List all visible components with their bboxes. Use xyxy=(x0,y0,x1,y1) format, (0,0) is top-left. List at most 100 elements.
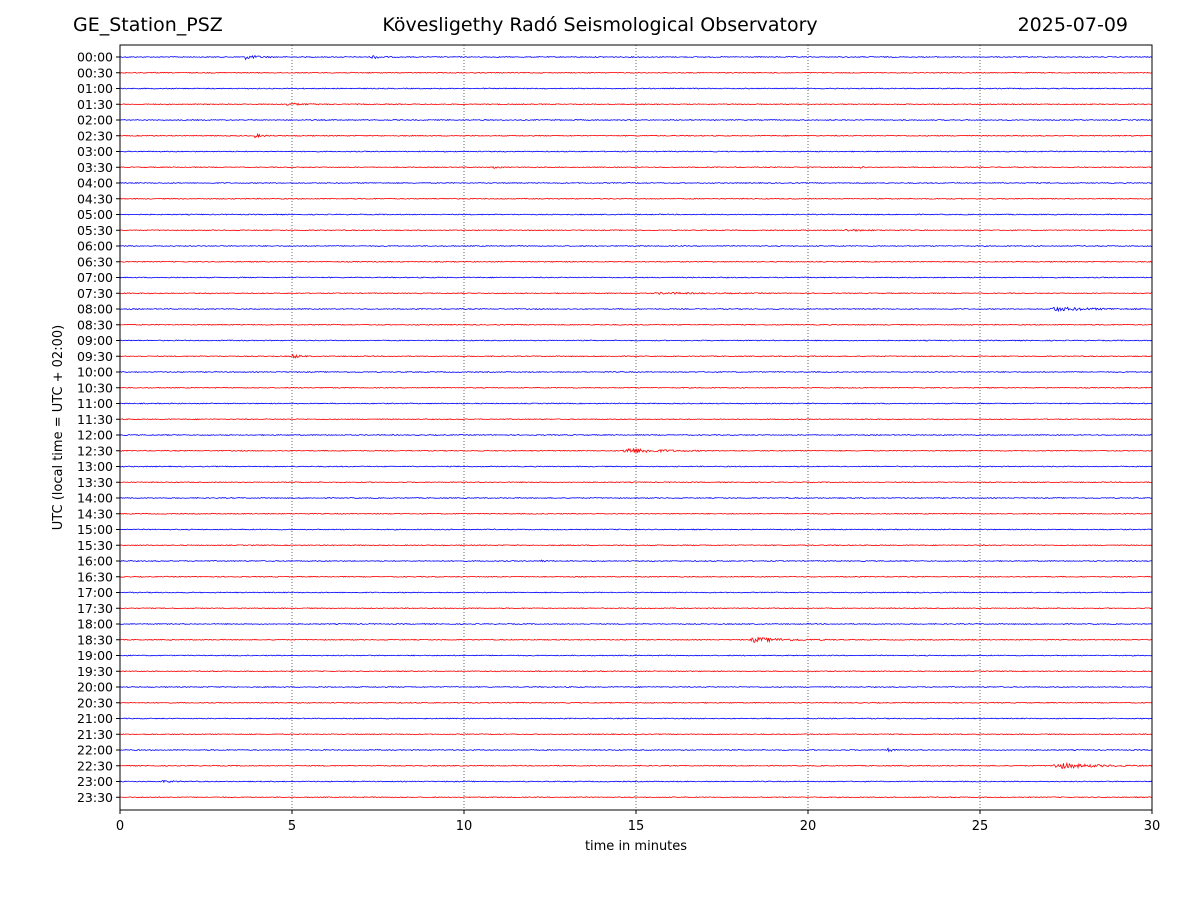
y-tick-label: 11:30 xyxy=(77,412,113,427)
trace-line-1600 xyxy=(119,559,1153,563)
trace-line-0230 xyxy=(119,132,1153,139)
y-tick-label: 02:30 xyxy=(77,128,113,143)
seismic-traces xyxy=(119,54,1153,799)
y-tick-label: 16:00 xyxy=(77,554,113,569)
y-tick-label: 14:30 xyxy=(77,506,113,521)
y-tick-label: 00:30 xyxy=(77,65,113,80)
trace-line-1400 xyxy=(119,497,1153,500)
y-tick-label: 17:00 xyxy=(77,585,113,600)
trace-line-1530 xyxy=(119,544,1153,547)
trace-line-1100 xyxy=(119,402,1153,405)
y-tick-label: 03:00 xyxy=(77,144,113,159)
y-tick-label: 16:30 xyxy=(77,569,113,584)
station-title: GE_Station_PSZ xyxy=(73,14,223,36)
trace-line-0530 xyxy=(119,228,1153,232)
y-axis-ticks: 00:0000:3001:0001:3002:0002:3003:0003:30… xyxy=(77,50,120,805)
y-tick-label: 09:30 xyxy=(77,349,113,364)
y-tick-label: 07:00 xyxy=(77,270,113,285)
trace-line-2330 xyxy=(119,796,1153,799)
trace-line-0900 xyxy=(119,339,1153,342)
trace-line-1200 xyxy=(119,433,1152,436)
trace-line-1630 xyxy=(119,575,1153,578)
y-tick-label: 07:30 xyxy=(77,286,113,301)
trace-line-0730 xyxy=(119,291,1153,296)
trace-line-2130 xyxy=(119,733,1153,736)
trace-line-0030 xyxy=(119,71,1153,74)
y-tick-label: 09:00 xyxy=(77,333,113,348)
y-tick-label: 03:30 xyxy=(77,160,113,175)
trace-line-1900 xyxy=(119,654,1153,657)
y-tick-label: 22:30 xyxy=(77,758,113,773)
y-tick-label: 02:00 xyxy=(77,113,113,128)
trace-line-0200 xyxy=(119,119,1153,121)
trace-line-0600 xyxy=(119,245,1153,247)
y-tick-label: 13:30 xyxy=(77,475,113,490)
trace-line-1230 xyxy=(119,447,1153,454)
trace-line-2300 xyxy=(119,779,1153,784)
y-tick-label: 04:00 xyxy=(77,176,113,191)
trace-line-2200 xyxy=(119,747,1153,753)
x-tick-label: 10 xyxy=(456,819,473,834)
trace-line-1930 xyxy=(119,670,1153,673)
trace-line-1330 xyxy=(119,481,1153,484)
y-tick-label: 22:00 xyxy=(77,743,113,758)
x-tick-label: 5 xyxy=(288,819,296,834)
y-tick-label: 11:00 xyxy=(77,396,113,411)
trace-line-2230 xyxy=(119,761,1153,770)
trace-line-2100 xyxy=(119,717,1153,720)
trace-line-0430 xyxy=(119,197,1153,200)
x-tick-label: 0 xyxy=(116,819,124,834)
y-tick-label: 00:00 xyxy=(77,50,113,65)
y-axis-label: UTC (local time = UTC + 02:00) xyxy=(51,325,66,530)
trace-line-1300 xyxy=(119,465,1153,468)
x-axis-ticks: 0 5 10 15 20 25 30 xyxy=(116,810,1160,834)
y-tick-label: 06:00 xyxy=(77,239,113,254)
trace-line-1700 xyxy=(119,591,1153,594)
trace-line-1030 xyxy=(119,386,1153,389)
y-tick-label: 05:30 xyxy=(77,223,113,238)
trace-line-0300 xyxy=(119,150,1153,153)
y-tick-label: 19:00 xyxy=(77,648,113,663)
y-tick-label: 18:30 xyxy=(77,632,113,647)
y-tick-label: 15:00 xyxy=(77,522,113,537)
x-tick-label: 20 xyxy=(800,819,817,834)
y-tick-label: 23:00 xyxy=(77,774,113,789)
trace-line-1730 xyxy=(119,607,1153,610)
y-tick-label: 21:30 xyxy=(77,727,113,742)
y-tick-label: 10:30 xyxy=(77,380,113,395)
trace-line-0500 xyxy=(119,213,1153,216)
x-tick-label: 15 xyxy=(628,819,645,834)
trace-line-0700 xyxy=(119,276,1153,279)
y-tick-label: 12:30 xyxy=(77,443,113,458)
trace-line-0100 xyxy=(119,87,1153,90)
grid-lines xyxy=(291,45,981,810)
y-tick-label: 01:00 xyxy=(77,81,113,96)
trace-line-0930 xyxy=(119,353,1153,359)
chart-title: Kövesligethy Radó Seismological Observat… xyxy=(382,14,818,36)
trace-line-0830 xyxy=(119,323,1153,326)
y-tick-label: 21:00 xyxy=(77,711,113,726)
trace-line-0630 xyxy=(119,260,1153,263)
y-tick-label: 18:00 xyxy=(77,617,113,632)
trace-line-0130 xyxy=(119,102,1153,106)
date-title: 2025-07-09 xyxy=(1017,14,1128,36)
plot-frame xyxy=(119,44,1153,811)
y-tick-label: 15:30 xyxy=(77,538,113,553)
y-tick-label: 12:00 xyxy=(77,428,113,443)
trace-line-1130 xyxy=(119,418,1153,421)
y-tick-label: 20:30 xyxy=(77,695,113,710)
x-tick-label: 30 xyxy=(1144,819,1161,834)
trace-line-0800 xyxy=(119,306,1153,313)
y-tick-label: 08:00 xyxy=(77,302,113,317)
x-tick-label: 25 xyxy=(972,819,989,834)
y-tick-label: 13:00 xyxy=(77,459,113,474)
trace-line-1000 xyxy=(119,371,1153,373)
y-tick-label: 05:00 xyxy=(77,207,113,222)
trace-line-0400 xyxy=(119,182,1153,185)
y-tick-label: 20:00 xyxy=(77,680,113,695)
y-tick-label: 08:30 xyxy=(77,317,113,332)
y-tick-label: 14:00 xyxy=(77,491,113,506)
trace-line-2030 xyxy=(119,701,1153,704)
y-tick-label: 01:30 xyxy=(77,97,113,112)
